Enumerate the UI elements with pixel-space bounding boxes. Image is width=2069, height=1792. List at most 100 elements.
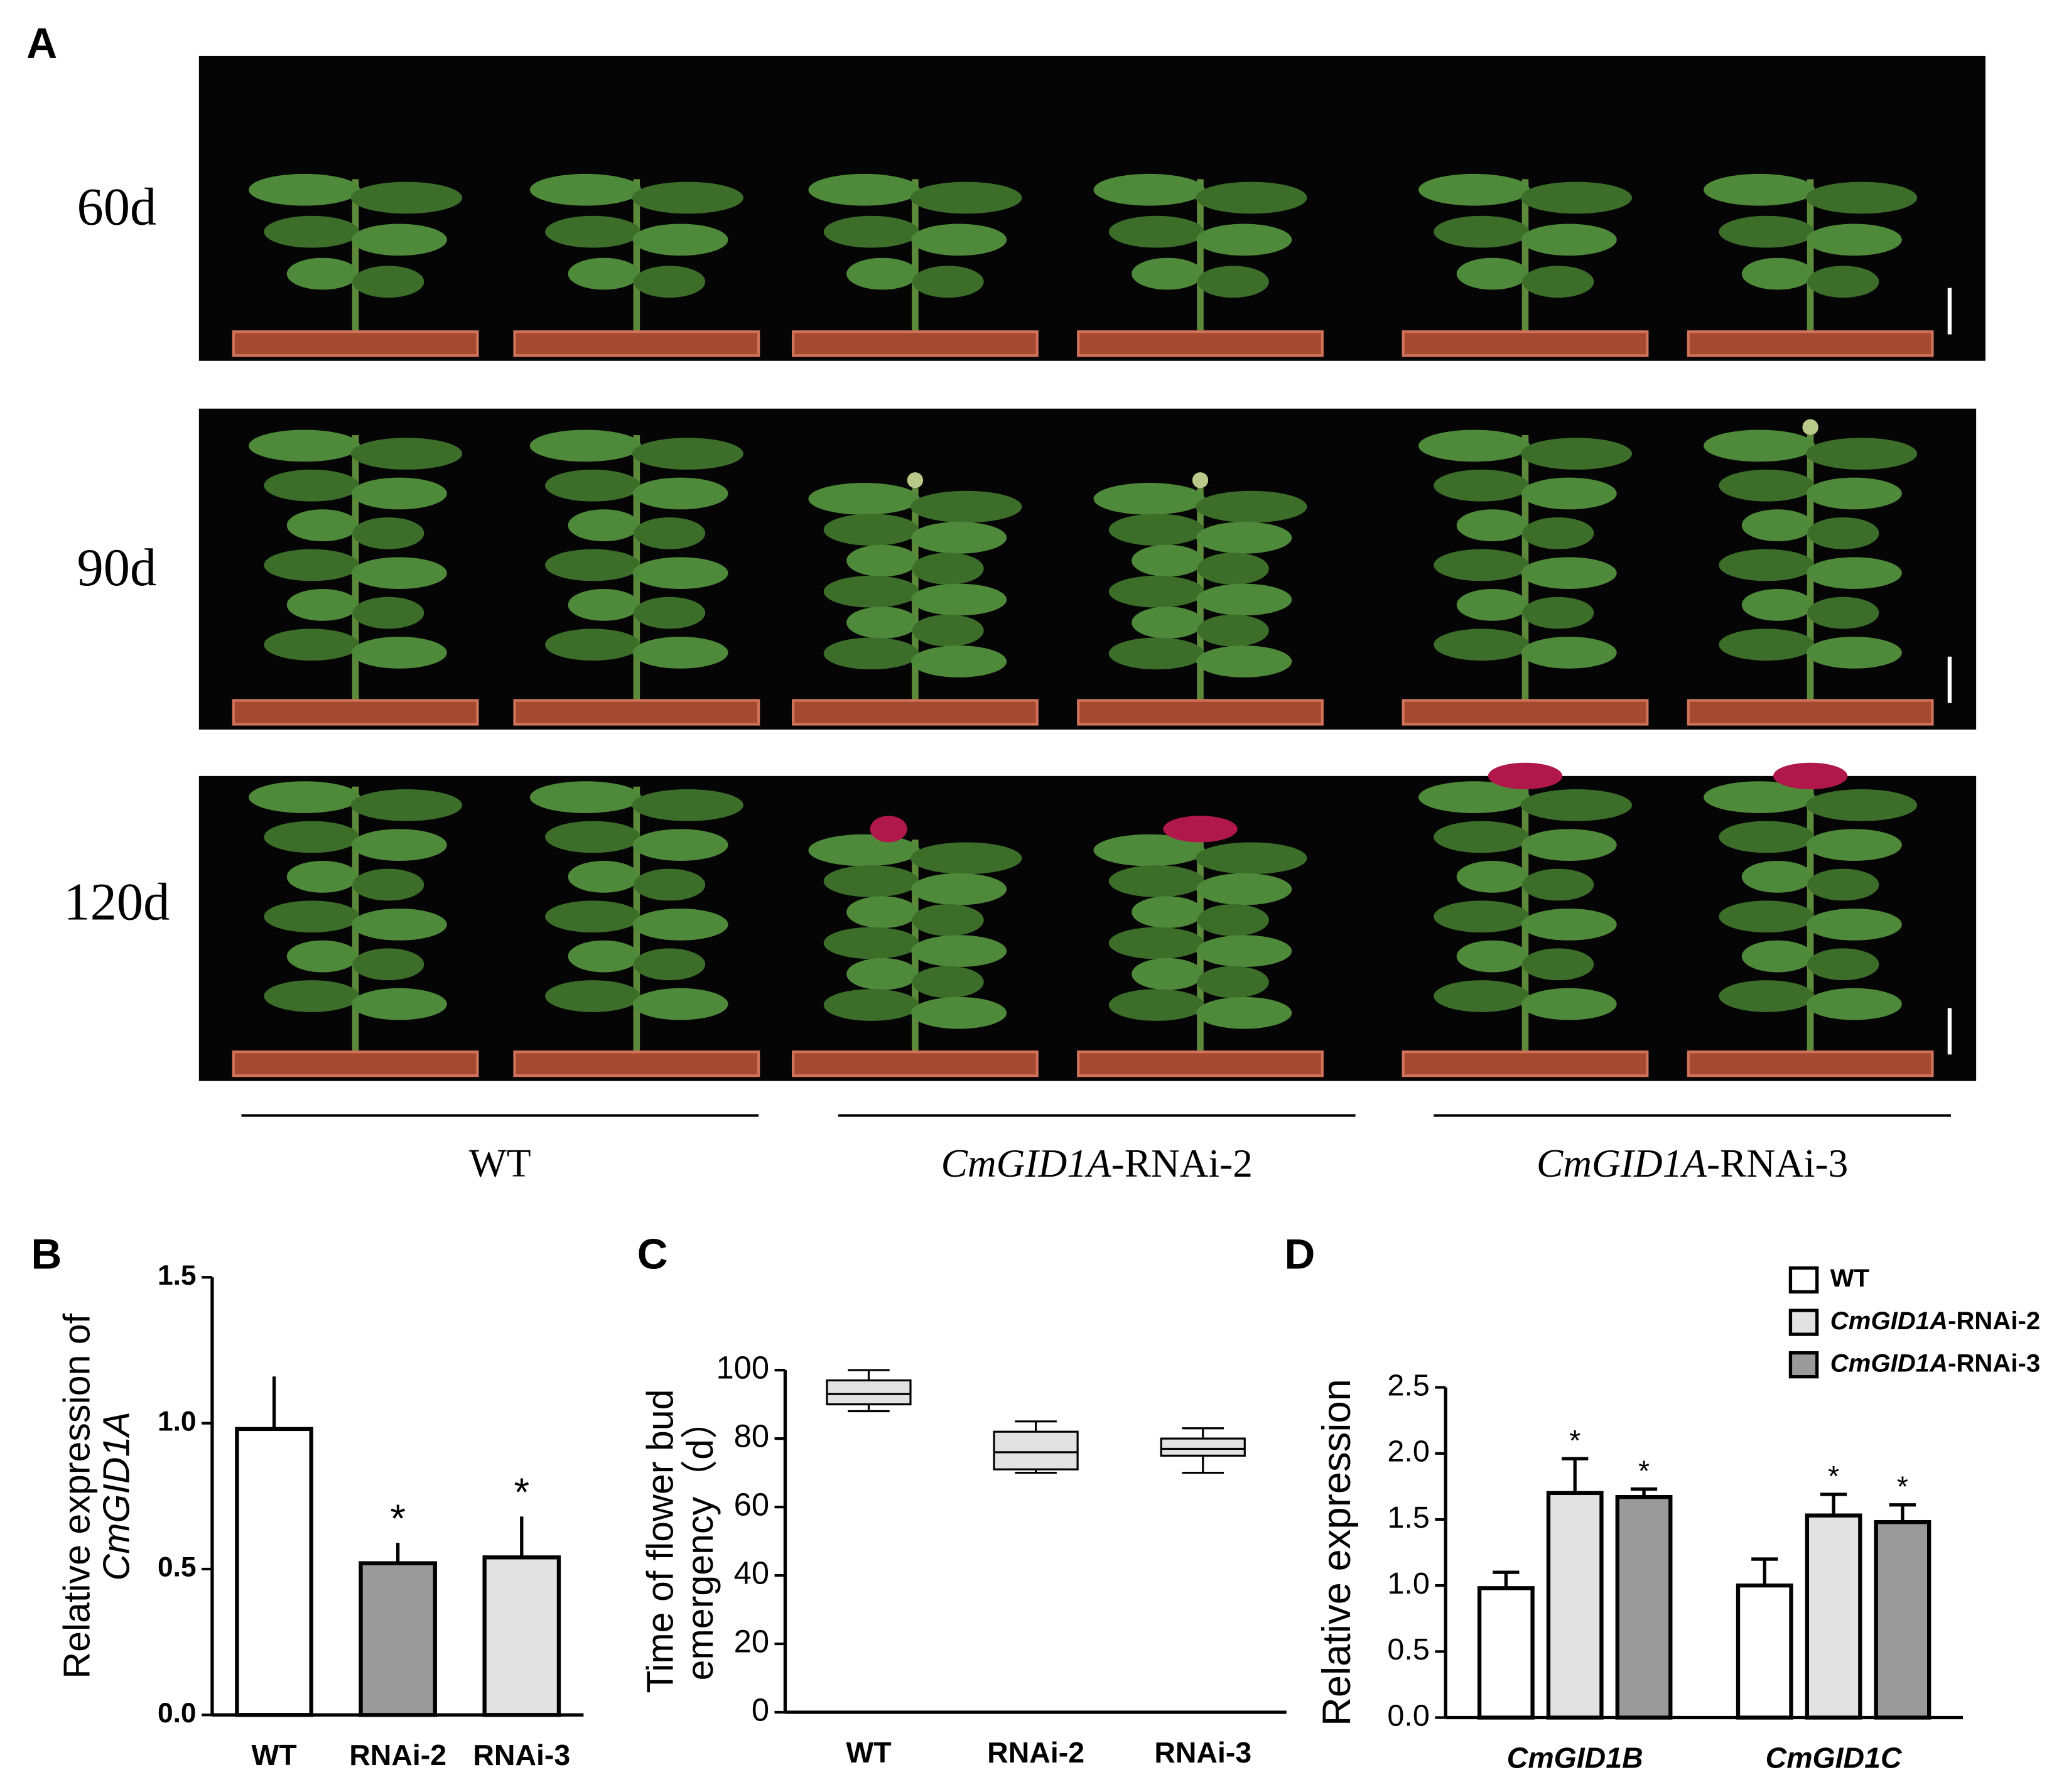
y-axis-label: Relative expression: [1315, 1379, 1359, 1726]
leaf: [911, 522, 1007, 554]
leaf: [1522, 596, 1594, 629]
leaf: [1805, 438, 1918, 470]
x-tick-label: CmGID1C: [1766, 1741, 1903, 1774]
leaf: [545, 215, 641, 248]
photo: [198, 408, 1977, 730]
leaf: [632, 224, 728, 256]
y-tick-label: 1.5: [158, 1260, 197, 1291]
leaf: [1196, 935, 1292, 968]
leaf: [1806, 477, 1902, 510]
leaf: [911, 873, 1007, 905]
leaf: [1741, 589, 1813, 621]
y-tick-label: 2.0: [1387, 1435, 1430, 1469]
leaf: [846, 958, 919, 990]
leaf: [264, 980, 360, 1012]
leaf: [264, 900, 360, 933]
error-bar: [1493, 1570, 1520, 1589]
leaf: [1806, 637, 1902, 669]
legend-swatch: [1788, 1351, 1819, 1379]
leaf: [911, 645, 1007, 677]
leaf: [1805, 789, 1918, 821]
leaf: [1132, 544, 1204, 577]
leaf: [568, 861, 640, 893]
leaf: [1132, 257, 1204, 290]
pot: [1687, 699, 1934, 726]
x-tick-label: RNAi-2: [349, 1739, 446, 1771]
leaf: [634, 868, 706, 901]
significance: *: [1897, 1471, 1908, 1503]
pot: [791, 1050, 1039, 1077]
significance: *: [514, 1471, 529, 1514]
leaf: [846, 896, 919, 929]
leaf: [286, 509, 359, 541]
significance: *: [1569, 1424, 1580, 1457]
leaf: [911, 583, 1007, 616]
panel-label: B: [31, 1231, 62, 1278]
leaf: [352, 596, 424, 629]
leaf: [1719, 629, 1815, 661]
y-tick-label: 1.5: [1387, 1501, 1430, 1535]
leaf: [350, 181, 463, 214]
leaf: [545, 900, 641, 933]
leaf: [1741, 257, 1813, 290]
leaf: [1456, 861, 1528, 893]
significance: *: [1638, 1454, 1650, 1487]
leaf: [545, 549, 641, 581]
row-label: 120d: [63, 873, 170, 931]
leaf: [1434, 821, 1530, 853]
leaf: [1719, 980, 1815, 1012]
leaf: [1196, 583, 1292, 616]
leaf: [912, 266, 984, 298]
leaf: [823, 927, 919, 959]
leaf: [1719, 549, 1815, 581]
leaf: [286, 257, 359, 290]
leaf: [1521, 909, 1617, 941]
panel-label: C: [637, 1231, 668, 1278]
photo: [198, 55, 1985, 361]
leaf: [1521, 637, 1617, 669]
leaf: [1108, 865, 1204, 897]
pot: [513, 1050, 760, 1077]
leaf: [1704, 781, 1815, 813]
y-tick-label: 60: [734, 1486, 769, 1522]
pot: [1687, 330, 1934, 357]
leaf: [1434, 980, 1530, 1012]
leaf: [264, 215, 360, 248]
leaf: [351, 637, 447, 669]
leaf: [1520, 438, 1633, 470]
bud: [1192, 472, 1209, 488]
legend-label: CmGID1A-RNAi-3: [1830, 1349, 2040, 1377]
flower: [1773, 762, 1848, 789]
leaf: [911, 935, 1007, 968]
error-bar: [1751, 1557, 1778, 1586]
leaf: [1197, 966, 1269, 998]
bud: [907, 472, 924, 488]
leaf: [1132, 896, 1204, 929]
leaf: [568, 589, 640, 621]
leaf: [352, 266, 424, 298]
leaf: [1456, 589, 1528, 621]
leaf: [1719, 900, 1815, 933]
leaf: [911, 224, 1007, 256]
leaf: [1196, 522, 1292, 554]
y-axis-label: emergency（d）: [679, 1402, 721, 1681]
leaf: [1197, 553, 1269, 585]
leaf: [545, 980, 641, 1012]
leaf: [1704, 173, 1815, 206]
leaf: [264, 549, 360, 581]
leaf: [1741, 861, 1813, 893]
leaf: [1521, 477, 1617, 510]
bar: [1615, 1495, 1673, 1720]
leaf: [1108, 514, 1204, 546]
leaf: [568, 509, 640, 541]
leaf: [1196, 181, 1307, 214]
leaf: [352, 517, 424, 549]
bar: [482, 1555, 561, 1717]
leaf: [632, 181, 743, 214]
leaf: [912, 614, 984, 647]
leaf: [1108, 215, 1204, 248]
bud: [1802, 419, 1818, 436]
leaf: [1418, 429, 1530, 462]
y-tick-label: 0.0: [1387, 1698, 1430, 1732]
leaf: [912, 553, 984, 585]
